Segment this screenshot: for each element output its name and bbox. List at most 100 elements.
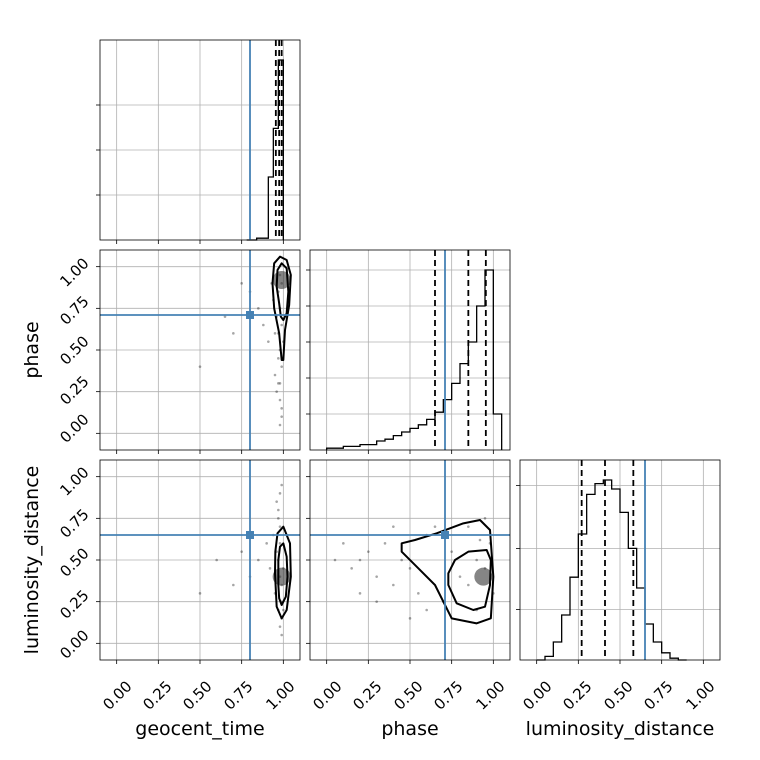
scatter-geocent-time-phase-point-7 — [280, 365, 283, 368]
scatter-phase-luminosity-distance-density-peak — [474, 567, 493, 586]
scatter-phase-luminosity-distance-point-3 — [367, 550, 370, 553]
scatter-geocent-time-luminosity-distance-contour-0 — [277, 542, 289, 606]
hist-luminosity-distance-panel — [516, 459, 721, 664]
scatter-phase-luminosity-distance-point-23 — [408, 617, 412, 620]
scatter-phase-luminosity-distance-panel — [306, 459, 511, 664]
geocent-time-xtick-3: 0.75 — [220, 677, 256, 713]
scatter-phase-luminosity-distance-point-5 — [383, 542, 387, 545]
luminosity-distance-xtick-2: 0.50 — [600, 677, 636, 713]
luminosity-distance-ytick-0: 0.00 — [56, 626, 92, 662]
scatter-phase-luminosity-distance-point-21 — [483, 517, 487, 520]
geocent-time-xtick-1: 0.25 — [139, 677, 175, 713]
scatter-geocent-time-luminosity-distance-point-14 — [268, 567, 272, 570]
scatter-phase-luminosity-distance-contour-0 — [447, 549, 492, 611]
scatter-geocent-time-phase-point-27 — [280, 407, 283, 410]
scatter-geocent-time-phase-point-29 — [278, 382, 282, 385]
luminosity-distance-ytick-4: 1.00 — [56, 463, 92, 499]
scatter-geocent-time-luminosity-distance-truth-marker — [246, 531, 254, 539]
luminosity-distance-xlabel: luminosity_distance — [526, 718, 715, 740]
scatter-geocent-time-phase-panel — [96, 249, 301, 454]
phase-xtick-3: 0.75 — [430, 677, 466, 713]
geocent-time-xtick-2: 0.50 — [179, 677, 215, 713]
scatter-phase-luminosity-distance-point-9 — [417, 592, 420, 595]
scatter-phase-luminosity-distance-point-13 — [450, 550, 453, 553]
scatter-geocent-time-phase-point-24 — [198, 365, 202, 368]
scatter-geocent-time-luminosity-distance-point-18 — [240, 550, 243, 553]
luminosity-distance-xtick-0: 0.00 — [519, 677, 555, 713]
scatter-geocent-time-luminosity-distance-point-25 — [275, 500, 278, 503]
hist-phase-border — [309, 249, 511, 451]
luminosity-distance-xtick-3: 0.75 — [640, 677, 676, 713]
scatter-phase-luminosity-distance-point-16 — [475, 558, 478, 562]
scatter-geocent-time-phase-point-17 — [267, 340, 270, 343]
scatter-phase-luminosity-distance-point-25 — [375, 600, 378, 603]
scatter-phase-luminosity-distance-point-27 — [333, 558, 337, 562]
scatter-geocent-time-luminosity-distance-point-15 — [265, 542, 268, 545]
scatter-geocent-time-phase-truth-marker — [246, 311, 254, 319]
scatter-geocent-time-luminosity-distance-contour-1 — [274, 525, 292, 620]
scatter-phase-luminosity-distance-point-2 — [358, 558, 362, 562]
scatter-geocent-time-luminosity-distance-point-9 — [278, 492, 282, 495]
scatter-geocent-time-phase-point-18 — [262, 323, 265, 327]
scatter-geocent-time-phase-point-9 — [278, 398, 282, 402]
phase-xtick-2: 0.50 — [390, 677, 426, 713]
scatter-geocent-time-phase-point-25 — [273, 373, 277, 377]
scatter-phase-luminosity-distance-point-14 — [458, 575, 462, 578]
phase-ytick-4: 1.00 — [56, 254, 92, 290]
scatter-geocent-time-phase-point-10 — [280, 415, 283, 418]
scatter-geocent-time-phase-point-13 — [273, 332, 277, 335]
hist-luminosity-distance-border — [519, 459, 721, 661]
phase-ylabel: phase — [21, 321, 43, 378]
scatter-geocent-time-phase-contour-1 — [271, 255, 292, 361]
scatter-phase-luminosity-distance-point-24 — [392, 525, 395, 528]
luminosity-distance-xtick-4: 1.00 — [682, 677, 718, 713]
scatter-geocent-time-phase-point-11 — [278, 423, 282, 427]
scatter-geocent-time-phase-point-8 — [277, 382, 280, 385]
hist-phase-steps — [326, 269, 503, 450]
scatter-phase-luminosity-distance-point-1 — [350, 567, 353, 570]
phase-xtick-1: 0.25 — [349, 677, 385, 713]
scatter-geocent-time-phase-point-19 — [257, 307, 260, 310]
scatter-geocent-time-phase-point-26 — [275, 390, 278, 393]
scatter-geocent-time-luminosity-distance-point-26 — [280, 483, 283, 487]
scatter-geocent-time-phase-border — [99, 249, 301, 451]
scatter-phase-luminosity-distance-point-15 — [467, 583, 470, 587]
scatter-geocent-time-luminosity-distance-border — [99, 459, 301, 661]
geocent-time-xlabel: geocent_time — [135, 718, 264, 740]
scatter-geocent-time-phase-point-4 — [280, 323, 283, 327]
luminosity-distance-xtick-1: 0.25 — [559, 677, 595, 713]
panels — [96, 39, 721, 664]
scatter-geocent-time-luminosity-distance-point-22 — [280, 633, 283, 637]
luminosity-distance-ylabel: luminosity_distance — [21, 466, 43, 655]
luminosity-distance-ytick-3: 0.75 — [56, 505, 92, 541]
phase-ytick-3: 0.75 — [56, 292, 92, 328]
scatter-phase-luminosity-distance-truth-marker — [441, 531, 449, 539]
scatter-geocent-time-phase-contour-0 — [275, 262, 290, 321]
scatter-phase-luminosity-distance-point-26 — [358, 592, 362, 595]
scatter-phase-luminosity-distance-point-11 — [433, 525, 437, 528]
phase-ytick-2: 0.50 — [56, 332, 92, 368]
scatter-phase-luminosity-distance-point-6 — [392, 583, 395, 587]
scatter-phase-luminosity-distance-point-4 — [375, 575, 378, 578]
scatter-geocent-time-luminosity-distance-panel — [96, 459, 301, 664]
scatter-geocent-time-phase-point-14 — [277, 357, 280, 360]
geocent-time-xtick-4: 1.00 — [262, 677, 298, 713]
scatter-geocent-time-phase-point-23 — [223, 315, 227, 318]
luminosity-distance-ytick-1: 0.25 — [56, 586, 92, 622]
scatter-geocent-time-luminosity-distance-point-3 — [278, 542, 282, 545]
scatter-phase-luminosity-distance-point-0 — [342, 542, 345, 545]
scatter-geocent-time-luminosity-distance-point-6 — [278, 525, 282, 528]
hist-geocent-time-border — [99, 39, 301, 241]
scatter-phase-luminosity-distance-point-22 — [425, 608, 428, 612]
scatter-geocent-time-luminosity-distance-point-27 — [282, 608, 285, 612]
scatter-geocent-time-luminosity-distance-point-24 — [277, 517, 280, 520]
phase-ytick-0: 0.00 — [56, 410, 92, 446]
scatter-geocent-time-phase-point-22 — [232, 332, 235, 335]
phase-xtick-0: 0.00 — [309, 677, 345, 713]
geocent-time-xtick-0: 0.00 — [99, 677, 135, 713]
hist-geocent-time-panel — [96, 39, 301, 244]
luminosity-distance-ytick-2: 0.50 — [56, 544, 92, 580]
scatter-phase-luminosity-distance-point-29 — [478, 538, 482, 542]
hist-phase-panel — [306, 249, 511, 454]
phase-ytick-1: 0.25 — [56, 372, 92, 408]
